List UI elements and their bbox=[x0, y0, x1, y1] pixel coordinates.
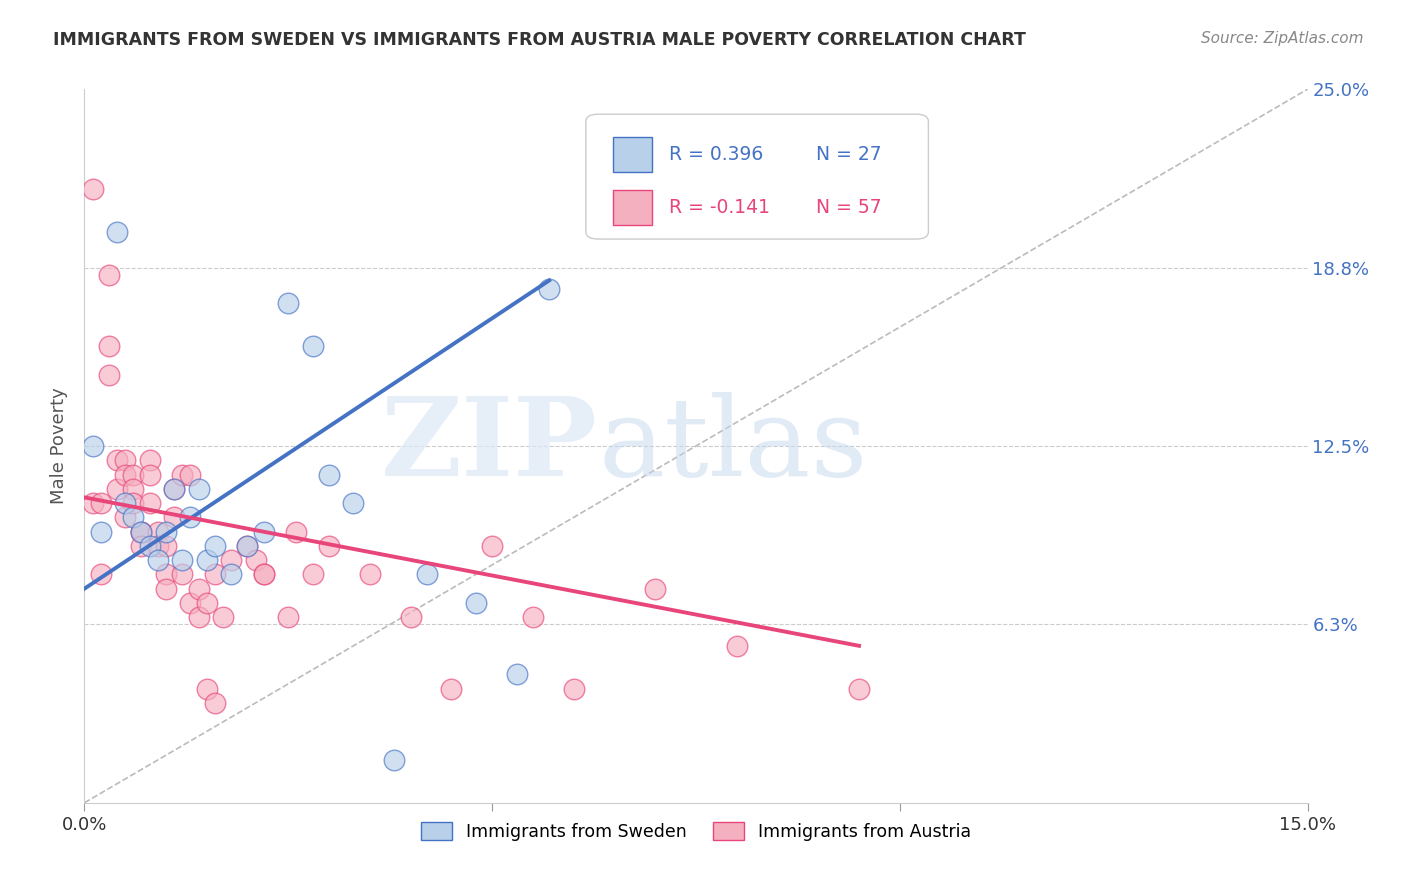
Point bbox=[138, 467, 160, 482]
Point bbox=[114, 510, 136, 524]
Point bbox=[342, 496, 364, 510]
Point bbox=[105, 453, 128, 467]
Text: N = 57: N = 57 bbox=[815, 198, 882, 217]
Point bbox=[464, 596, 486, 610]
Point bbox=[146, 553, 169, 567]
Point bbox=[440, 681, 463, 696]
Point bbox=[187, 482, 209, 496]
Text: R = -0.141: R = -0.141 bbox=[669, 198, 770, 217]
Point bbox=[245, 553, 267, 567]
Text: R = 0.396: R = 0.396 bbox=[669, 145, 763, 164]
Point bbox=[114, 453, 136, 467]
Point bbox=[277, 610, 299, 624]
Point bbox=[131, 539, 153, 553]
Point bbox=[90, 496, 112, 510]
Point bbox=[90, 567, 112, 582]
Point bbox=[382, 753, 405, 767]
Point bbox=[155, 582, 177, 596]
Point bbox=[163, 510, 186, 524]
Point bbox=[97, 339, 120, 353]
Point bbox=[163, 482, 186, 496]
Point bbox=[195, 681, 218, 696]
Point bbox=[253, 524, 276, 539]
Text: N = 27: N = 27 bbox=[815, 145, 882, 164]
Point bbox=[82, 496, 104, 510]
Legend: Immigrants from Sweden, Immigrants from Austria: Immigrants from Sweden, Immigrants from … bbox=[413, 815, 979, 847]
Point bbox=[505, 667, 527, 681]
Point bbox=[318, 467, 340, 482]
Point bbox=[253, 567, 276, 582]
Point bbox=[138, 496, 160, 510]
Point bbox=[179, 596, 201, 610]
Point bbox=[187, 582, 209, 596]
Y-axis label: Male Poverty: Male Poverty bbox=[51, 388, 69, 504]
Point bbox=[219, 567, 242, 582]
Point bbox=[172, 553, 194, 567]
Point bbox=[82, 182, 104, 196]
Point bbox=[146, 539, 169, 553]
Point bbox=[848, 681, 870, 696]
Point bbox=[416, 567, 439, 582]
Point bbox=[138, 539, 160, 553]
Point bbox=[204, 539, 226, 553]
Point bbox=[122, 510, 145, 524]
Point bbox=[195, 596, 218, 610]
Point bbox=[285, 524, 308, 539]
Point bbox=[212, 610, 235, 624]
Point bbox=[236, 539, 259, 553]
Point bbox=[204, 567, 226, 582]
Bar bbox=[613, 191, 652, 225]
Point bbox=[644, 582, 666, 596]
Point bbox=[253, 567, 276, 582]
Point bbox=[195, 553, 218, 567]
Point bbox=[90, 524, 112, 539]
Text: IMMIGRANTS FROM SWEDEN VS IMMIGRANTS FROM AUSTRIA MALE POVERTY CORRELATION CHART: IMMIGRANTS FROM SWEDEN VS IMMIGRANTS FRO… bbox=[53, 31, 1026, 49]
Point bbox=[179, 510, 201, 524]
Point bbox=[172, 567, 194, 582]
Point bbox=[146, 524, 169, 539]
Point bbox=[97, 368, 120, 382]
FancyBboxPatch shape bbox=[586, 114, 928, 239]
Point bbox=[138, 453, 160, 467]
Point bbox=[538, 282, 561, 296]
Point bbox=[131, 524, 153, 539]
Text: atlas: atlas bbox=[598, 392, 868, 500]
Text: Source: ZipAtlas.com: Source: ZipAtlas.com bbox=[1201, 31, 1364, 46]
Point bbox=[122, 482, 145, 496]
Point bbox=[236, 539, 259, 553]
Point bbox=[187, 610, 209, 624]
Point bbox=[114, 496, 136, 510]
Point bbox=[155, 567, 177, 582]
Point bbox=[219, 553, 242, 567]
Point bbox=[114, 467, 136, 482]
Point bbox=[277, 296, 299, 310]
Point bbox=[105, 225, 128, 239]
Text: ZIP: ZIP bbox=[381, 392, 598, 500]
Point bbox=[179, 467, 201, 482]
Point bbox=[562, 681, 585, 696]
Point bbox=[301, 567, 323, 582]
Point bbox=[522, 610, 544, 624]
Point bbox=[301, 339, 323, 353]
Point bbox=[163, 482, 186, 496]
Point bbox=[725, 639, 748, 653]
Point bbox=[82, 439, 104, 453]
Point bbox=[399, 610, 422, 624]
Point bbox=[359, 567, 381, 582]
Point bbox=[172, 467, 194, 482]
Point bbox=[131, 524, 153, 539]
Point bbox=[204, 696, 226, 710]
Bar bbox=[613, 137, 652, 171]
Point bbox=[105, 482, 128, 496]
Point bbox=[97, 268, 120, 282]
Point bbox=[122, 496, 145, 510]
Point bbox=[122, 467, 145, 482]
Point bbox=[481, 539, 503, 553]
Point bbox=[131, 524, 153, 539]
Point bbox=[155, 524, 177, 539]
Point bbox=[318, 539, 340, 553]
Point bbox=[155, 539, 177, 553]
